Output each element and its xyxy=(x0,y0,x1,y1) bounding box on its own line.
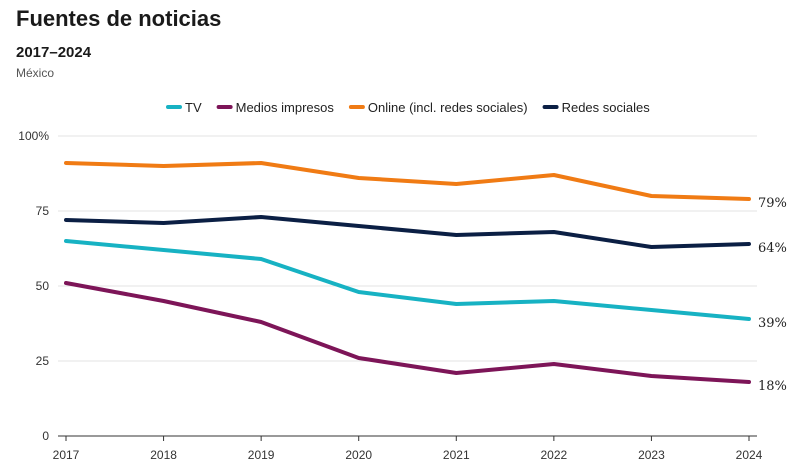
end-value-label: 18% xyxy=(758,379,787,394)
legend-label: TV xyxy=(185,100,202,115)
y-tick-label: 100% xyxy=(18,129,49,143)
legend-label: Medios impresos xyxy=(236,100,335,115)
y-tick-label: 25 xyxy=(36,354,50,368)
x-tick-label: 2020 xyxy=(345,448,372,462)
x-tick-label: 2024 xyxy=(736,448,763,462)
end-value-label: 79% xyxy=(758,196,787,211)
x-tick-label: 2019 xyxy=(248,448,275,462)
series-line xyxy=(64,215,751,249)
chart-title: Fuentes de noticias xyxy=(16,6,222,31)
x-tick-label: 2022 xyxy=(541,448,568,462)
y-tick-label: 50 xyxy=(36,279,50,293)
series-line xyxy=(64,161,751,201)
legend-label: Online (incl. redes sociales) xyxy=(368,100,528,115)
y-tick-label: 75 xyxy=(36,204,50,218)
end-value-label: 64% xyxy=(758,241,787,256)
chart-note: México xyxy=(16,66,55,80)
series-line xyxy=(64,281,751,384)
x-tick-label: 2023 xyxy=(638,448,665,462)
x-tick-label: 2017 xyxy=(53,448,80,462)
end-value-label: 39% xyxy=(758,316,787,331)
x-tick-label: 2021 xyxy=(443,448,470,462)
legend-label: Redes sociales xyxy=(562,100,651,115)
x-tick-label: 2018 xyxy=(150,448,177,462)
series-line xyxy=(64,239,751,321)
y-tick-label: 0 xyxy=(42,429,49,443)
chart-subtitle: 2017–2024 xyxy=(16,44,92,61)
